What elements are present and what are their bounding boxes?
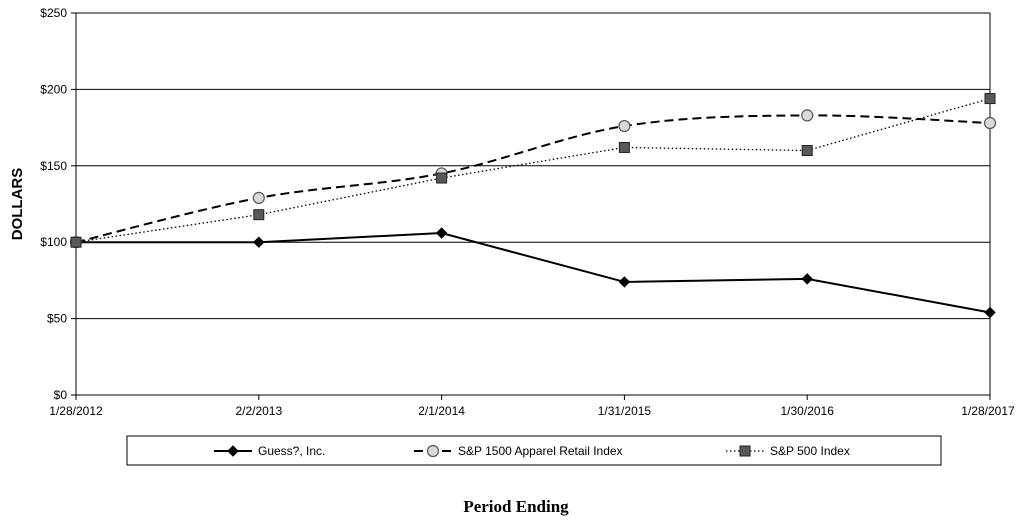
legend-item: S&P 1500 Apparel Retail Index bbox=[414, 444, 623, 458]
y-tick-label: $0 bbox=[54, 388, 68, 402]
y-tick-labels: $0 $50 $100 $150 $200 $250 bbox=[40, 6, 67, 402]
series-line bbox=[75, 114, 991, 244]
data-point bbox=[253, 209, 265, 221]
axes bbox=[71, 12, 991, 400]
x-tick-labels: 1/28/2012 2/2/2013 2/1/2014 1/31/2015 1/30/2… bbox=[49, 404, 1015, 418]
legend-label: Guess?, Inc. bbox=[258, 444, 325, 458]
y-axis-label: DOLLARS bbox=[9, 168, 26, 241]
series-3 bbox=[70, 93, 996, 248]
data-point bbox=[801, 273, 813, 285]
x-tick-label: 1/28/2012 bbox=[49, 404, 103, 418]
data-point bbox=[983, 116, 997, 130]
legend-marker bbox=[227, 445, 239, 457]
x-tick-label: 1/30/2016 bbox=[781, 404, 835, 418]
legend-marker bbox=[739, 445, 751, 457]
y-tick-label: $250 bbox=[40, 6, 67, 20]
data-point bbox=[984, 93, 996, 105]
y-tick-label: $50 bbox=[47, 312, 67, 326]
series-1 bbox=[70, 227, 996, 319]
data-point bbox=[253, 236, 265, 248]
data-point bbox=[618, 141, 630, 153]
x-tick-label: 2/1/2014 bbox=[418, 404, 465, 418]
y-tick-label: $100 bbox=[40, 235, 67, 249]
series-line bbox=[76, 232, 991, 314]
x-tick-label: 1/28/2017 bbox=[961, 404, 1015, 418]
data-point bbox=[252, 191, 265, 204]
data-point bbox=[618, 276, 631, 288]
x-tick-label: 2/2/2013 bbox=[235, 404, 282, 418]
data-point bbox=[618, 119, 631, 133]
y-tick-label: $150 bbox=[40, 159, 67, 173]
x-tick-label: 1/31/2015 bbox=[598, 404, 652, 418]
data-point bbox=[801, 145, 813, 157]
legend-box bbox=[126, 435, 942, 466]
y-tick-label: $200 bbox=[40, 82, 67, 96]
legend-item: S&P 500 Index bbox=[726, 444, 850, 458]
legend-label: S&P 500 Index bbox=[770, 444, 850, 458]
series-line bbox=[75, 97, 991, 243]
series-lines bbox=[69, 93, 997, 319]
legend-marker bbox=[426, 444, 440, 458]
legend-label: S&P 1500 Apparel Retail Index bbox=[458, 444, 623, 458]
legend-item: Guess?, Inc. bbox=[214, 444, 325, 458]
data-point bbox=[801, 109, 814, 122]
series-2 bbox=[69, 109, 997, 249]
x-axis-label: Period Ending bbox=[463, 497, 569, 516]
grid-lines bbox=[76, 12, 990, 320]
data-point bbox=[984, 306, 996, 319]
legend: Guess?, Inc. S&P 1500 Apparel Retail Inde… bbox=[126, 435, 942, 466]
data-point bbox=[436, 172, 448, 184]
data-point bbox=[70, 236, 82, 248]
data-point bbox=[435, 227, 448, 239]
